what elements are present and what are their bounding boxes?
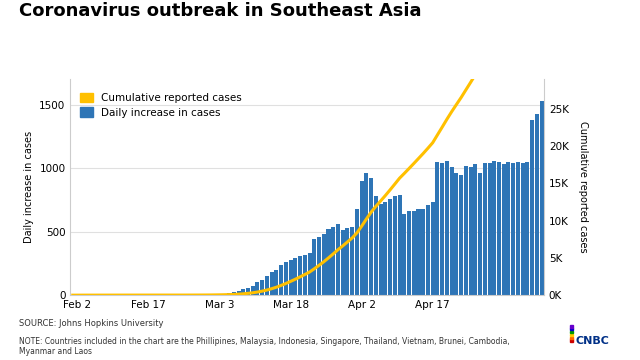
Bar [350,226,354,295]
Bar [435,162,440,295]
Bar [464,166,468,295]
Bar [445,161,449,295]
Bar [284,262,288,295]
Bar [303,255,307,295]
Bar [483,163,487,295]
Bar [511,163,515,295]
Bar [340,230,345,295]
Bar [289,260,292,295]
Bar [232,292,236,295]
Bar [227,293,231,295]
Bar [326,229,330,295]
Bar [497,162,501,295]
Bar [459,175,463,295]
Bar [492,161,496,295]
Bar [412,211,416,295]
Bar [332,226,335,295]
Bar [364,173,369,295]
Bar [265,276,269,295]
Bar [521,163,525,295]
Bar [208,294,212,295]
Bar [388,199,392,295]
Bar [502,164,506,295]
Bar [393,196,397,295]
Bar [279,265,283,295]
Bar [312,239,316,295]
Bar [525,162,529,295]
Bar [383,202,387,295]
Text: CNBC: CNBC [576,336,610,346]
Bar [346,228,349,295]
Bar [251,286,255,295]
Bar [374,196,378,295]
Bar [454,173,458,295]
Bar [322,234,326,295]
Bar [488,163,492,295]
Bar [241,289,245,295]
Bar [293,258,298,295]
Bar [379,204,383,295]
Bar [275,270,278,295]
Bar [403,214,406,295]
Bar [308,253,312,295]
Bar [540,101,543,295]
Bar [535,113,539,295]
Text: SOURCE: Johns Hopkins University: SOURCE: Johns Hopkins University [19,319,164,328]
Bar [417,209,420,295]
Text: Coronavirus outbreak in Southeast Asia: Coronavirus outbreak in Southeast Asia [19,2,422,20]
Bar [237,291,241,295]
Bar [260,280,264,295]
Y-axis label: Daily increase in cases: Daily increase in cases [24,131,34,243]
Bar [397,195,401,295]
Bar [298,256,302,295]
Bar [222,294,227,295]
Bar [468,167,472,295]
Bar [421,209,425,295]
Bar [355,209,359,295]
Y-axis label: Cumulative reported cases: Cumulative reported cases [579,121,588,253]
Bar [407,211,411,295]
Bar [213,294,217,295]
Bar [336,224,340,295]
Bar [246,288,250,295]
Bar [516,162,520,295]
Bar [269,272,274,295]
Bar [530,120,534,295]
Bar [440,163,444,295]
Bar [474,164,477,295]
Bar [431,202,435,295]
Bar [255,283,259,295]
Bar [218,294,221,295]
Bar [506,162,511,295]
Bar [369,178,373,295]
Legend: Cumulative reported cases, Daily increase in cases: Cumulative reported cases, Daily increas… [81,93,242,118]
Text: NOTE: Countries included in the chart are the Phillipines, Malaysia, Indonesia, : NOTE: Countries included in the chart ar… [19,337,510,356]
Bar [450,167,454,295]
Bar [317,237,321,295]
Bar [360,181,364,295]
Bar [426,205,430,295]
Bar [478,173,482,295]
